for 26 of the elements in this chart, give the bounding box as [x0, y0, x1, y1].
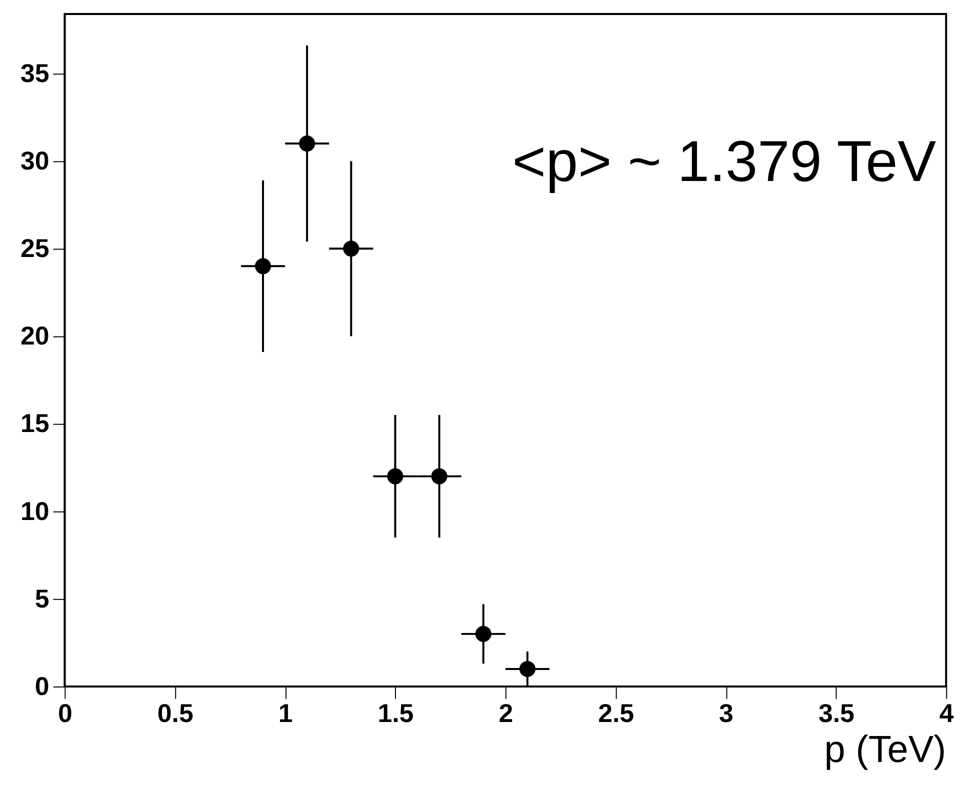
- point: [299, 136, 316, 152]
- x-tick-label: 4: [939, 700, 954, 728]
- y-tick-label: 35: [20, 60, 50, 88]
- y-tick-label: 0: [34, 672, 50, 701]
- y-tick-label: 20: [20, 322, 50, 351]
- x-tick-label: 0.5: [157, 700, 194, 728]
- x-tick-label: 1: [278, 700, 293, 728]
- point: [254, 258, 272, 274]
- x-tick-label: 2: [498, 700, 514, 728]
- y-tick-label: 25: [20, 235, 50, 264]
- x-tick-label: 2.5: [598, 700, 634, 728]
- point: [387, 468, 404, 484]
- y-tick-label: 15: [20, 410, 50, 438]
- x-tick-label: 3.5: [818, 700, 854, 728]
- x-axis-title: p (TeV): [824, 729, 946, 772]
- x-tick-label: 3: [719, 700, 734, 728]
- point: [519, 660, 536, 677]
- annotation: <p> ~ 1.379 TeV: [512, 130, 937, 194]
- point: [475, 626, 492, 642]
- point: [431, 468, 448, 484]
- y-tick-label: 30: [20, 148, 50, 176]
- y-tick-label: 5: [34, 585, 50, 614]
- y-tick-label: 10: [20, 498, 50, 526]
- point: [343, 240, 360, 257]
- x-tick-label: 0: [58, 700, 72, 728]
- x-tick-label: 1.5: [378, 700, 414, 728]
